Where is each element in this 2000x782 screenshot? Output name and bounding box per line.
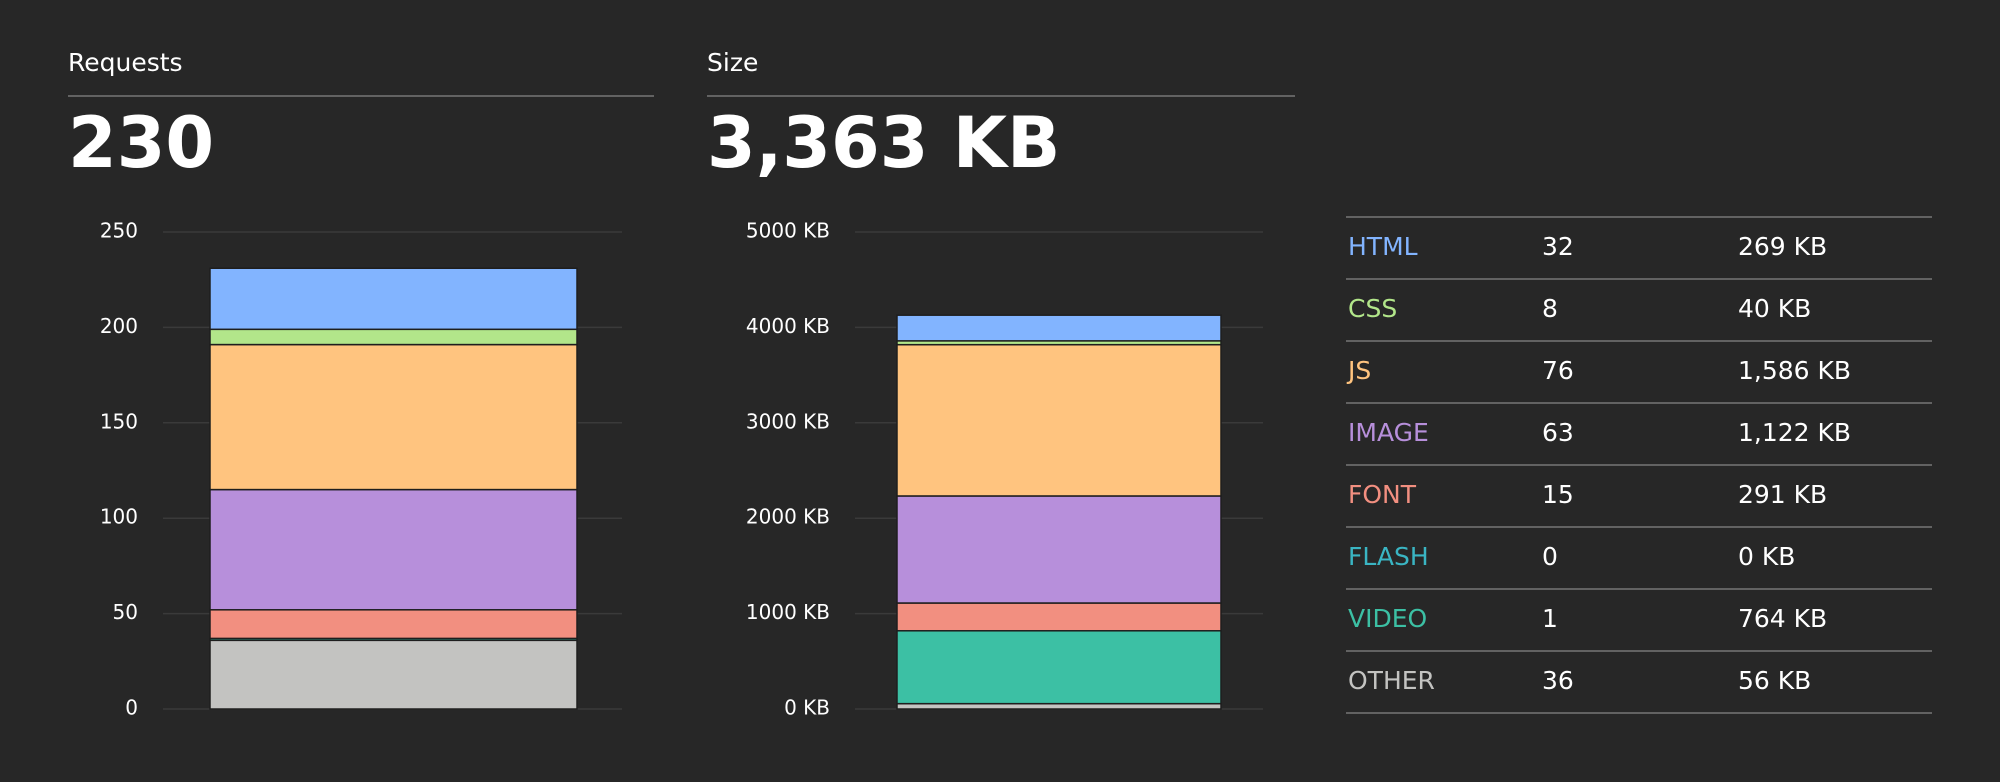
y-tick-label: 5000 KB [746, 219, 830, 243]
type-label: IMAGE [1348, 418, 1429, 447]
request-count: 8 [1542, 294, 1558, 323]
request-count: 32 [1542, 232, 1574, 261]
y-tick-label: 250 [100, 219, 138, 243]
request-count: 36 [1542, 666, 1574, 695]
type-label: OTHER [1348, 666, 1435, 695]
y-tick-label: 150 [100, 409, 138, 433]
bar-segment [896, 630, 1222, 705]
size-value: 0 KB [1738, 542, 1795, 571]
bar-segment [896, 314, 1222, 342]
bar-segment [209, 343, 578, 491]
request-count: 0 [1542, 542, 1558, 571]
y-tick-label: 50 [113, 600, 138, 624]
y-tick-label: 200 [100, 314, 138, 338]
bar-segment [896, 602, 1222, 632]
y-tick-label: 3000 KB [746, 409, 830, 433]
type-label: CSS [1348, 294, 1397, 323]
size-value: 291 KB [1738, 480, 1827, 509]
y-tick-label: 2000 KB [746, 505, 830, 529]
y-tick-label: 4000 KB [746, 314, 830, 338]
type-label: VIDEO [1348, 604, 1427, 633]
y-tick-label: 0 KB [784, 696, 830, 720]
panel-title: Size [707, 48, 758, 77]
headline: 3,363 KB [707, 102, 1060, 184]
bar-segment [209, 488, 578, 611]
bar-segment [209, 328, 578, 346]
size-value: 764 KB [1738, 604, 1827, 633]
panel-title: Requests [68, 48, 183, 77]
request-count: 63 [1542, 418, 1574, 447]
type-label: FLASH [1348, 542, 1429, 571]
y-tick-label: 0 [125, 696, 138, 720]
type-label: HTML [1348, 232, 1418, 261]
request-count: 1 [1542, 604, 1558, 633]
type-label: FONT [1348, 480, 1417, 509]
y-tick-label: 1000 KB [746, 600, 830, 624]
request-count: 76 [1542, 356, 1574, 385]
bar-segment [209, 267, 578, 331]
size-value: 40 KB [1738, 294, 1811, 323]
bar-segment [896, 495, 1222, 604]
size-value: 1,586 KB [1738, 356, 1851, 385]
headline: 230 [68, 102, 214, 184]
type-label: JS [1346, 356, 1371, 385]
size-value: 56 KB [1738, 666, 1811, 695]
request-count: 15 [1542, 480, 1574, 509]
bar-segment [896, 343, 1222, 497]
y-tick-label: 100 [100, 505, 138, 529]
bar-segment [209, 639, 578, 710]
size-value: 269 KB [1738, 232, 1827, 261]
size-value: 1,122 KB [1738, 418, 1851, 447]
bar-segment [896, 702, 1222, 710]
bar-segment [209, 609, 578, 640]
